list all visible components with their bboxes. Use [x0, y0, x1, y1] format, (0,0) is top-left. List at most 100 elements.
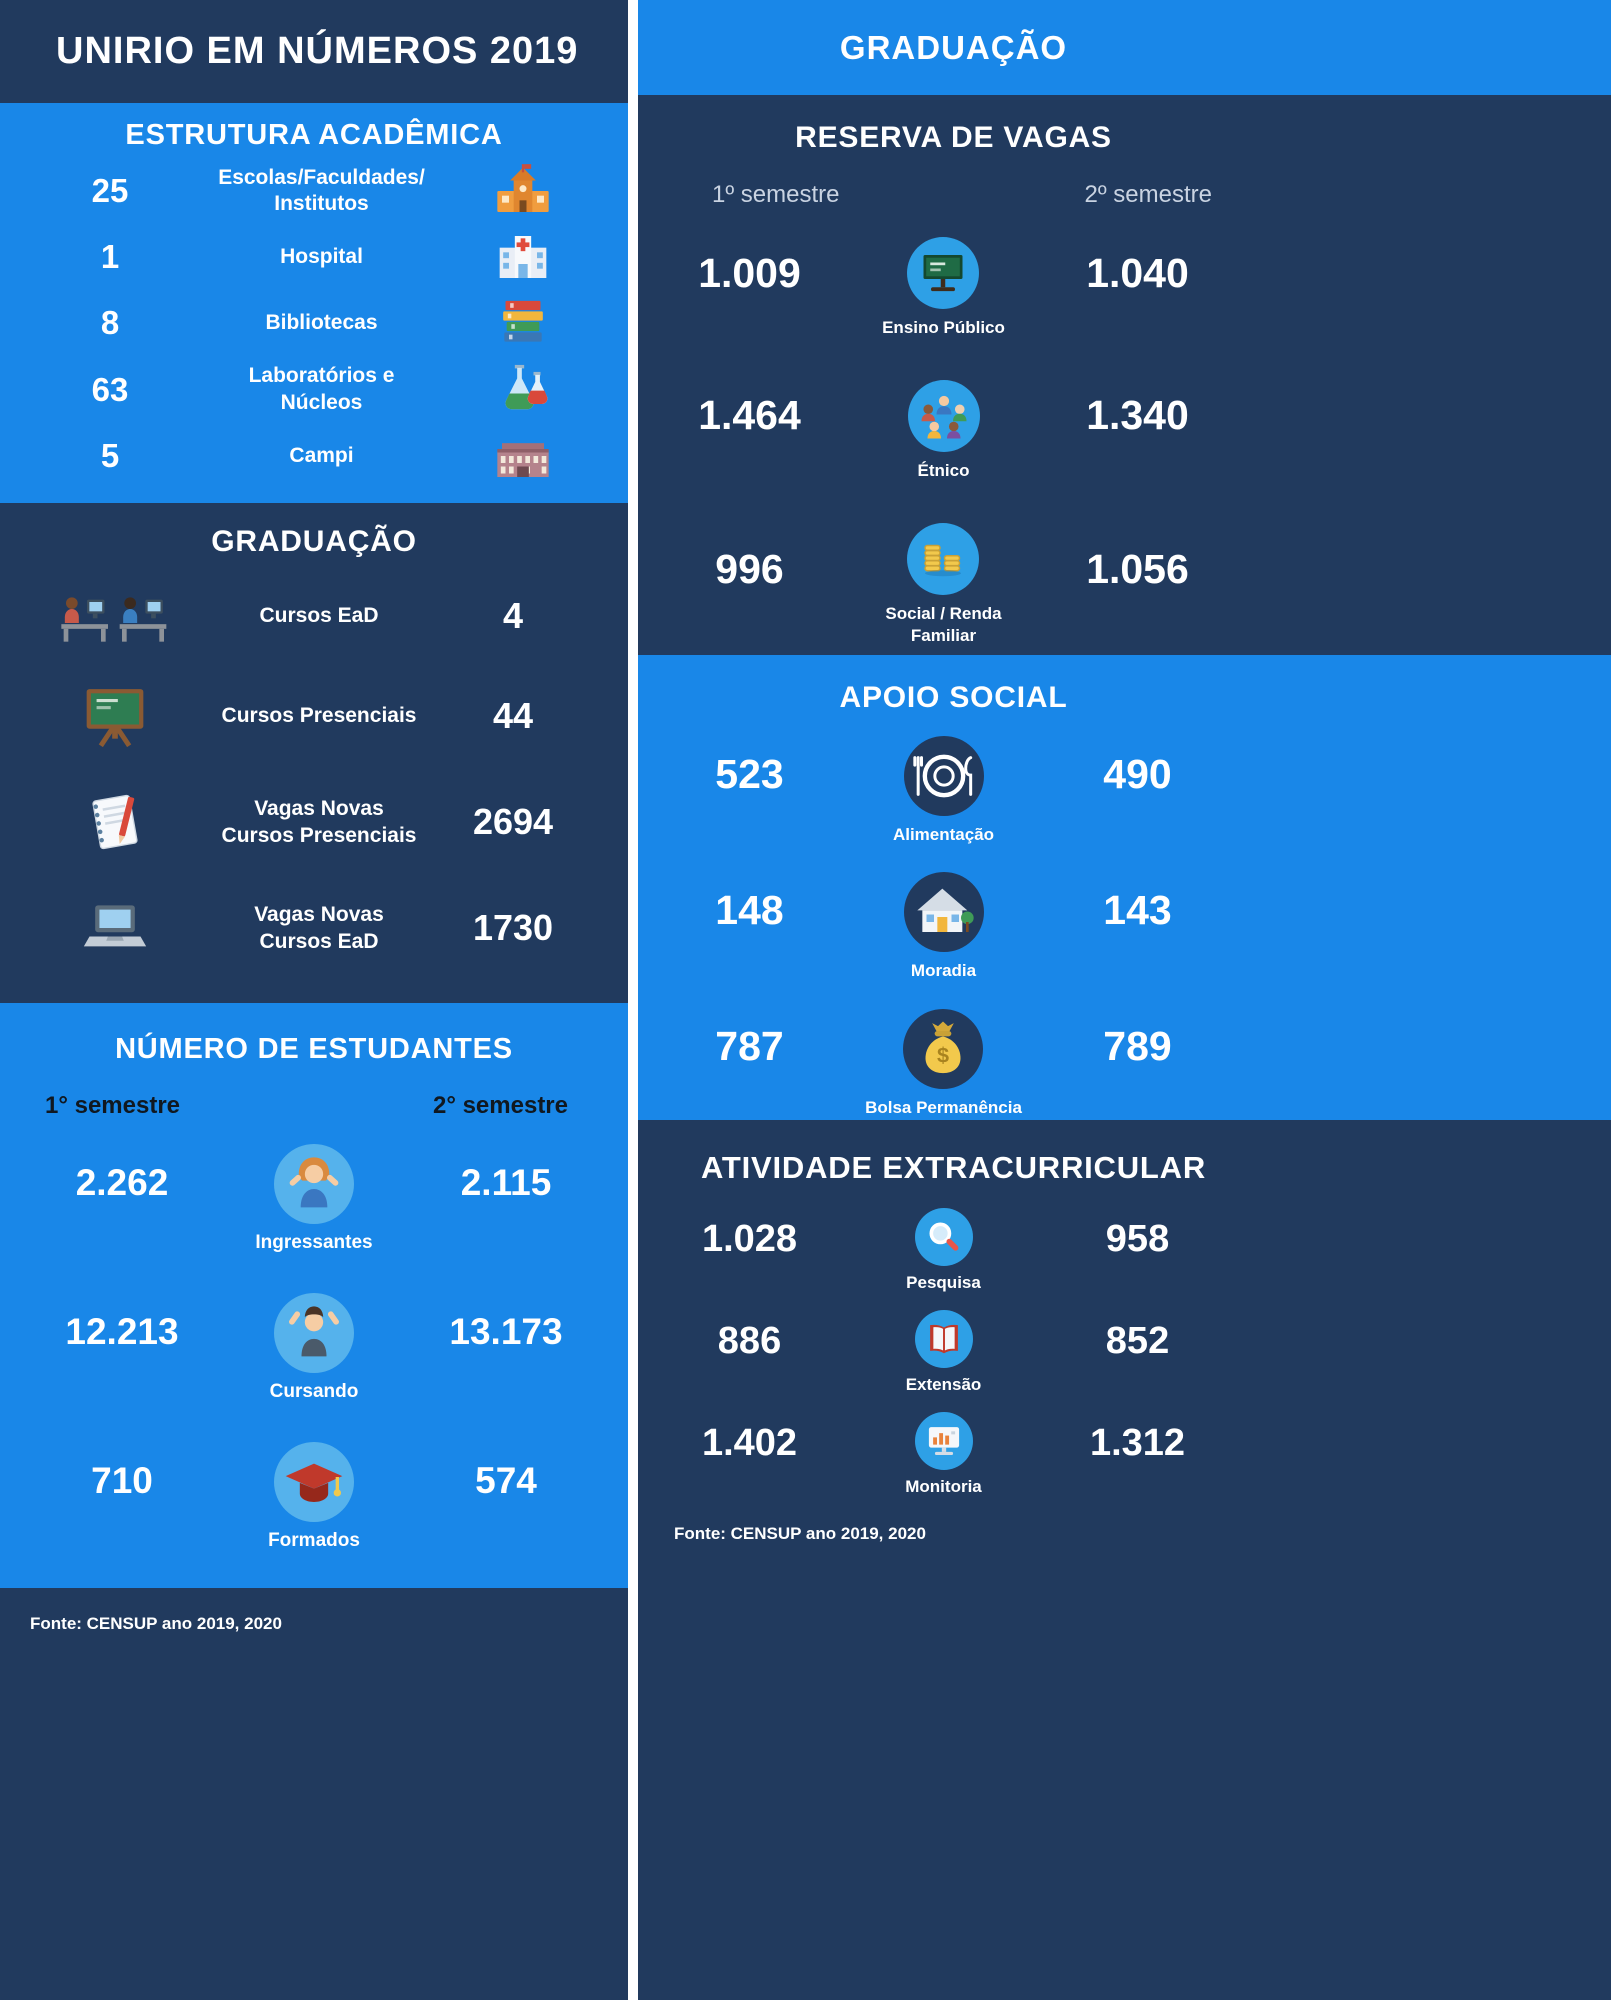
stat-row: 1.402 Monitoria 1.312 [638, 1404, 1269, 1506]
stat-row: 1 Hospital [0, 229, 628, 285]
stat-label: Ingressantes [255, 1231, 373, 1253]
stat-label-line: Social / Renda [885, 603, 1002, 623]
stat-label-line: Étnico [917, 460, 970, 480]
semester-1-header: 1º semestre [712, 181, 840, 208]
section-estrutura-academica: ESTRUTURA ACADÊMICA 25 Escolas/Faculdade… [0, 103, 628, 503]
stat-value-sem1: 787 [715, 1023, 784, 1070]
estrutura-rows: 25 Escolas/Faculdades/ Institutos 1 Hosp… [0, 152, 628, 503]
stat-row: 1.028 Pesquisa 958 [638, 1200, 1269, 1302]
stat-label: Vagas Novas Cursos Presenciais [200, 795, 438, 850]
stat-label-line: Institutos [274, 192, 369, 216]
stat-label: Alimentação [892, 825, 995, 845]
stat-row: 25 Escolas/Faculdades/ Institutos [0, 163, 628, 219]
extensao-book-icon [914, 1309, 973, 1368]
reserva-content: RESERVA DE VAGAS 1º semestre 2º semestre… [638, 95, 1269, 681]
moradia-house-icon [903, 872, 984, 953]
stat-label-line: Bibliotecas [265, 311, 378, 335]
stat-label-line: Núcleos [280, 390, 363, 414]
stat-label: Cursos EaD [200, 602, 438, 629]
stat-label: Escolas/Faculdades/ Institutos [185, 165, 458, 218]
stat-label: Cursando [269, 1380, 359, 1402]
stat-label: Formados [268, 1530, 360, 1552]
stat-label: Bolsa Permanência [865, 1097, 1022, 1117]
monitoria-monitor-icon [914, 1411, 973, 1470]
left-column: UNIRIO EM NÚMEROS 2019 ESTRUTURA ACADÊMI… [0, 0, 628, 2000]
pesquisa-magnifier-icon [914, 1207, 973, 1266]
apoio-content: APOIO SOCIAL 523 Alimentação 490 148 [638, 655, 1269, 1146]
cursando-student-icon [274, 1292, 354, 1373]
atividade-rows: 1.028 Pesquisa 958 886 Extensão [638, 1200, 1269, 1506]
stat-row: Cursos Presenciais 44 [0, 682, 628, 750]
stat-value-sem2: 13.173 [449, 1310, 563, 1352]
stat-row: 5 Campi [0, 428, 628, 484]
stat-value-sem1: 148 [715, 886, 784, 933]
estudantes-rows: 2.262 Ingressantes 2.115 12.213 Cursando… [0, 1120, 628, 1588]
stat-value-sem2: 2.115 [460, 1161, 552, 1203]
stat-label: Laboratórios e Núcleos [185, 363, 458, 416]
stat-value-sem2: 1.312 [1089, 1421, 1186, 1464]
stat-value-sem1: 886 [717, 1319, 782, 1362]
hospital-icon [495, 229, 551, 285]
graduacao-rows: Cursos EaD 4 Cursos Presenciais 44 Vagas [0, 559, 628, 1003]
graduacao-header-bar: GRADUAÇÃO [638, 0, 1611, 95]
stat-value-sem2: 143 [1103, 886, 1172, 933]
stat-icon-stack: Étnico [907, 379, 980, 482]
page-title: UNIRIO EM NÚMEROS 2019 [56, 30, 579, 72]
stat-label: Extensão [905, 1374, 982, 1394]
stat-row: 886 Extensão 852 [638, 1302, 1269, 1404]
stat-value-sem1: 710 [91, 1460, 153, 1502]
stat-value-sem1: 1.464 [698, 392, 801, 439]
ensino-publico-chalkboard-icon [907, 237, 980, 310]
stat-value-sem2: 1.040 [1086, 249, 1189, 296]
stat-label: Monitoria [905, 1476, 982, 1496]
apoio-rows: 523 Alimentação 490 148 Moradia [638, 715, 1269, 1146]
stat-value-sem2: 1.340 [1086, 392, 1189, 439]
stat-icon-stack: Cursando [269, 1292, 359, 1403]
bolsa-money-bag-icon: $ [903, 1008, 984, 1089]
stat-icon-stack: Alimentação [893, 736, 994, 846]
stat-icon-stack: Moradia [903, 872, 984, 982]
formados-graduation-cap-icon [273, 1442, 354, 1523]
section-atividade-extracurricular: ATIVIDADE EXTRACURRICULAR 1.028 Pesquisa… [638, 1120, 1611, 2000]
stat-icon-stack: Pesquisa [906, 1207, 981, 1294]
stat-row: 12.213 Cursando 13.173 [0, 1292, 628, 1403]
semester-1-header: 1° semestre [45, 1092, 181, 1119]
stat-value-sem2: 789 [1103, 1023, 1172, 1070]
section-numero-estudantes: NÚMERO DE ESTUDANTES 1° semestre 2° seme… [0, 1003, 628, 1588]
stat-row: 1.009 Ensino Público 1.040 [638, 237, 1269, 339]
stat-value: 8 [100, 304, 120, 342]
stat-value: 25 [91, 172, 129, 210]
stat-row: 523 Alimentação 490 [638, 736, 1269, 846]
source-note-right: Fonte: CENSUP ano 2019, 2020 [674, 1524, 926, 1543]
stat-row: 1.464 Étnico 1.340 [638, 379, 1269, 482]
stat-value-sem2: 574 [475, 1460, 537, 1502]
stat-row: 710 Formados 574 [0, 1442, 628, 1552]
books-icon [495, 295, 551, 351]
stat-value-sem1: 12.213 [65, 1310, 179, 1352]
stat-row: Cursos EaD 4 [0, 588, 628, 644]
stat-label-line: Vagas Novas [254, 902, 384, 926]
elearning-students-icon [59, 588, 171, 644]
semester-headers: 1° semestre 2° semestre [0, 1092, 628, 1120]
stat-row: 787 $ Bolsa Permanência 789 [638, 1008, 1269, 1119]
campus-building-icon [495, 428, 551, 484]
stat-value-sem1: 1.009 [698, 249, 801, 296]
stat-label: Cursos Presenciais [200, 702, 438, 729]
section-title: NÚMERO DE ESTUDANTES [115, 1033, 513, 1065]
laptop-icon [81, 894, 149, 962]
stat-label: Étnico [918, 460, 970, 482]
stat-label-line: Laboratórios e [248, 364, 395, 388]
stat-label-line: Cursos EaD [259, 604, 379, 628]
stat-icon-stack: Social / Renda Familiar [885, 522, 1002, 647]
stat-label: Vagas Novas Cursos EaD [200, 901, 438, 956]
section-reserva-de-vagas: RESERVA DE VAGAS 1º semestre 2º semestre… [638, 95, 1611, 655]
stat-value-sem1: 996 [715, 546, 784, 593]
stat-label-line: Escolas/Faculdades/ [218, 165, 425, 189]
stat-label: Pesquisa [906, 1272, 981, 1292]
graduacao-title: GRADUAÇÃO [839, 28, 1068, 66]
atividade-content: ATIVIDADE EXTRACURRICULAR 1.028 Pesquisa… [638, 1120, 1269, 1544]
stat-icon-stack: Ensino Público [882, 237, 1005, 339]
stat-value-sem2: 852 [1105, 1319, 1170, 1362]
section-title: ESTRUTURA ACADÊMICA [125, 119, 503, 151]
